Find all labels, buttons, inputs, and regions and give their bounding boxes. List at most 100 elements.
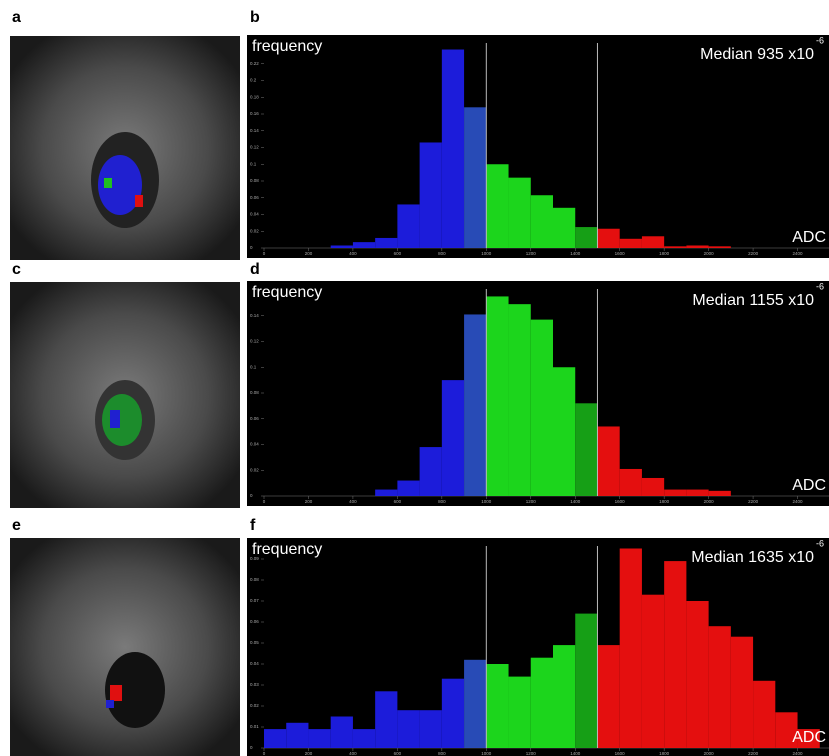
x-tick-label: 1600 [615,251,626,256]
histogram-bar [597,645,619,748]
x-tick-label: 2000 [704,499,715,504]
x-tick-label: 1400 [570,251,581,256]
histogram-bar [420,142,442,248]
y-tick-label: 0.04 [250,661,259,666]
x-tick-label: 600 [394,751,402,756]
y-tick-label: 0.05 [250,640,259,645]
histogram-bar [486,164,508,248]
x-tick-label: 800 [438,751,446,756]
x-tick-label: 600 [394,251,402,256]
panel-label: e [12,517,21,534]
x-tick-label: 2400 [793,251,804,256]
histogram-bar [353,242,375,248]
histogram-bar [397,710,419,748]
histogram-bar [464,107,486,248]
panel-label: f [250,517,256,534]
histogram-bar [420,710,442,748]
histogram-bar [486,664,508,748]
y-tick-label: 0.1 [250,161,257,166]
overlay [135,195,143,207]
x-axis-label: ADC [792,729,826,746]
histogram-bar [575,403,597,496]
histogram-bar [531,658,553,748]
annotation-exponent: -6 [816,281,824,291]
annotation: Median 935 x10 [700,46,814,63]
histogram-bar [308,729,330,748]
histogram-bar [731,637,753,748]
y-axis-label: frequency [252,38,322,55]
x-tick-label: 1600 [615,499,626,504]
mri-images [10,36,240,756]
figure: a b c d e f 00.020.040.060.080.10.120.14… [0,0,829,756]
y-tick-label: 0.02 [250,703,259,708]
histogram-bar [531,195,553,248]
histogram-bar [686,601,708,748]
x-tick-label: 1600 [615,751,626,756]
histogram-bar [264,729,286,748]
x-tick-label: 400 [349,751,357,756]
y-tick-label: 0.22 [250,61,259,66]
x-tick-label: 1000 [481,251,492,256]
y-tick-label: 0.18 [250,94,259,99]
x-tick-label: 1000 [481,751,492,756]
x-axis-label: ADC [792,477,826,494]
y-tick-label: 0.04 [250,212,259,217]
y-tick-label: 0.02 [250,228,259,233]
x-tick-label: 1200 [526,751,537,756]
histogram-bar [686,490,708,496]
x-tick-label: 1800 [659,751,670,756]
histogram-bar [375,238,397,248]
y-axis-label: frequency [252,284,322,301]
x-tick-label: 1200 [526,499,537,504]
histogram-bar [597,426,619,496]
histogram-bar [375,691,397,748]
y-axis-label: frequency [252,541,322,558]
y-tick-label: 0.14 [250,128,259,133]
histogram-bar [664,490,686,496]
panel-label: b [250,9,260,26]
y-tick-label: 0.12 [250,145,259,150]
histogram-bar [620,469,642,496]
x-tick-label: 600 [394,499,402,504]
histogram-bar [664,561,686,748]
x-tick-label: 1800 [659,499,670,504]
histogram-bar [509,178,531,248]
y-tick-label: 0.04 [250,442,259,447]
y-tick-label: 0.01 [250,724,259,729]
y-tick-label: 0.08 [250,178,259,183]
histogram-bar [642,236,664,248]
panel-label: d [250,261,260,278]
histogram-bar [375,490,397,496]
histogram-bar [331,245,353,248]
y-tick-label: 0.03 [250,682,259,687]
histogram-bar [709,626,731,748]
histogram-bar [664,246,686,248]
y-tick-label: 0.16 [250,111,259,116]
x-tick-label: 1200 [526,251,537,256]
overlay [104,178,112,188]
histogram-bar [597,229,619,248]
y-tick-label: 0.06 [250,416,259,421]
histogram-bar [620,239,642,248]
x-tick-label: 200 [305,499,313,504]
x-tick-label: 2400 [793,751,804,756]
y-tick-label: 0.14 [250,313,259,318]
y-tick-label: 0.1 [250,364,257,369]
x-tick-label: 2200 [748,499,759,504]
histogram-bar [553,208,575,248]
y-tick-label: 0.08 [250,390,259,395]
histogram-bar [686,245,708,248]
x-tick-label: 400 [349,251,357,256]
histogram-bar [442,380,464,496]
histogram-bar [331,717,353,749]
histogram-bar [642,595,664,748]
x-tick-label: 1400 [570,499,581,504]
y-tick-label: 0.02 [250,467,259,472]
histogram-bar [553,367,575,496]
histogram-bar [486,296,508,496]
annotation-exponent: -6 [816,538,824,548]
histogram-bar [442,679,464,748]
histogram-bar [575,614,597,748]
annotation: Median 1155 x10 [692,292,814,309]
x-tick-label: 200 [305,251,313,256]
